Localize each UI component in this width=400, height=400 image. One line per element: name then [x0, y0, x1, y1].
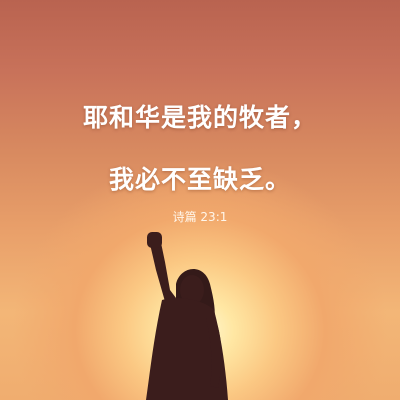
verse-line-1: 耶和华是我的牧者，: [82, 103, 317, 132]
verse-reference: 诗篇 23:1: [172, 210, 228, 224]
verse-line-2: 我必不至缺乏。: [108, 165, 291, 194]
